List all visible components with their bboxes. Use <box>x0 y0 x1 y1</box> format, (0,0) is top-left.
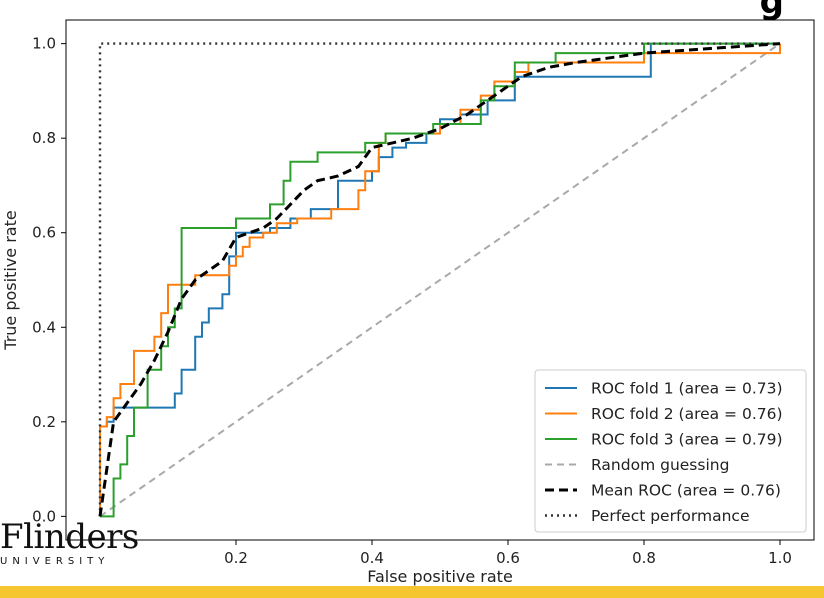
y-axis-label: True positive rate <box>1 210 20 350</box>
series-layer <box>98 42 781 518</box>
legend-label: Perfect performance <box>591 507 750 525</box>
flinders-logo: Flinders UNIVERSITY <box>0 520 139 567</box>
logo-sub-text: UNIVERSITY <box>0 556 110 567</box>
legend-label: Mean ROC (area = 0.76) <box>591 482 781 500</box>
x-tick-label: 0.4 <box>360 549 384 567</box>
ticks-layer: 0.2 0.4 0.6 0.8 1.0 0.0 0.2 0.4 0.6 0.8 1.0 <box>32 35 792 567</box>
y-tick-label: 1.0 <box>32 35 56 53</box>
y-tick-label: 0.6 <box>32 224 56 242</box>
legend-label: Random guessing <box>591 456 729 474</box>
legend: ROC fold 1 (area = 0.73) ROC fold 2 (area… <box>534 369 807 533</box>
x-tick-label: 0.8 <box>632 549 656 567</box>
legend-label: ROC fold 2 (area = 0.76) <box>591 405 783 423</box>
y-tick-label: 0.4 <box>32 318 56 336</box>
series-line-2 <box>99 43 781 517</box>
corner-heading-fragment: g <box>759 0 784 22</box>
x-tick-label: 1.0 <box>768 549 792 567</box>
plot-frame <box>65 19 815 541</box>
series-line-4 <box>99 42 781 518</box>
series-line-3 <box>100 42 780 518</box>
series-line-1 <box>99 42 780 517</box>
x-tick-label: 0.6 <box>496 549 520 567</box>
x-axis-label: False positive rate <box>367 567 513 586</box>
legend-box <box>534 369 807 533</box>
x-tick-label: 0.2 <box>224 549 248 567</box>
legend-label: ROC fold 1 (area = 0.73) <box>591 380 783 398</box>
y-tick-label: 0.2 <box>32 413 56 431</box>
legend-label: ROC fold 3 (area = 0.79) <box>591 431 783 449</box>
y-tick-label: 0.8 <box>32 129 56 147</box>
y-axis-label-group: True positive rate <box>1 210 20 350</box>
logo-main-text: Flinders <box>0 517 139 557</box>
series-line-6 <box>98 42 780 517</box>
bottom-accent-bar <box>0 586 824 598</box>
y-tick-label: 0.0 <box>32 507 56 525</box>
series-line-5 <box>98 42 781 517</box>
